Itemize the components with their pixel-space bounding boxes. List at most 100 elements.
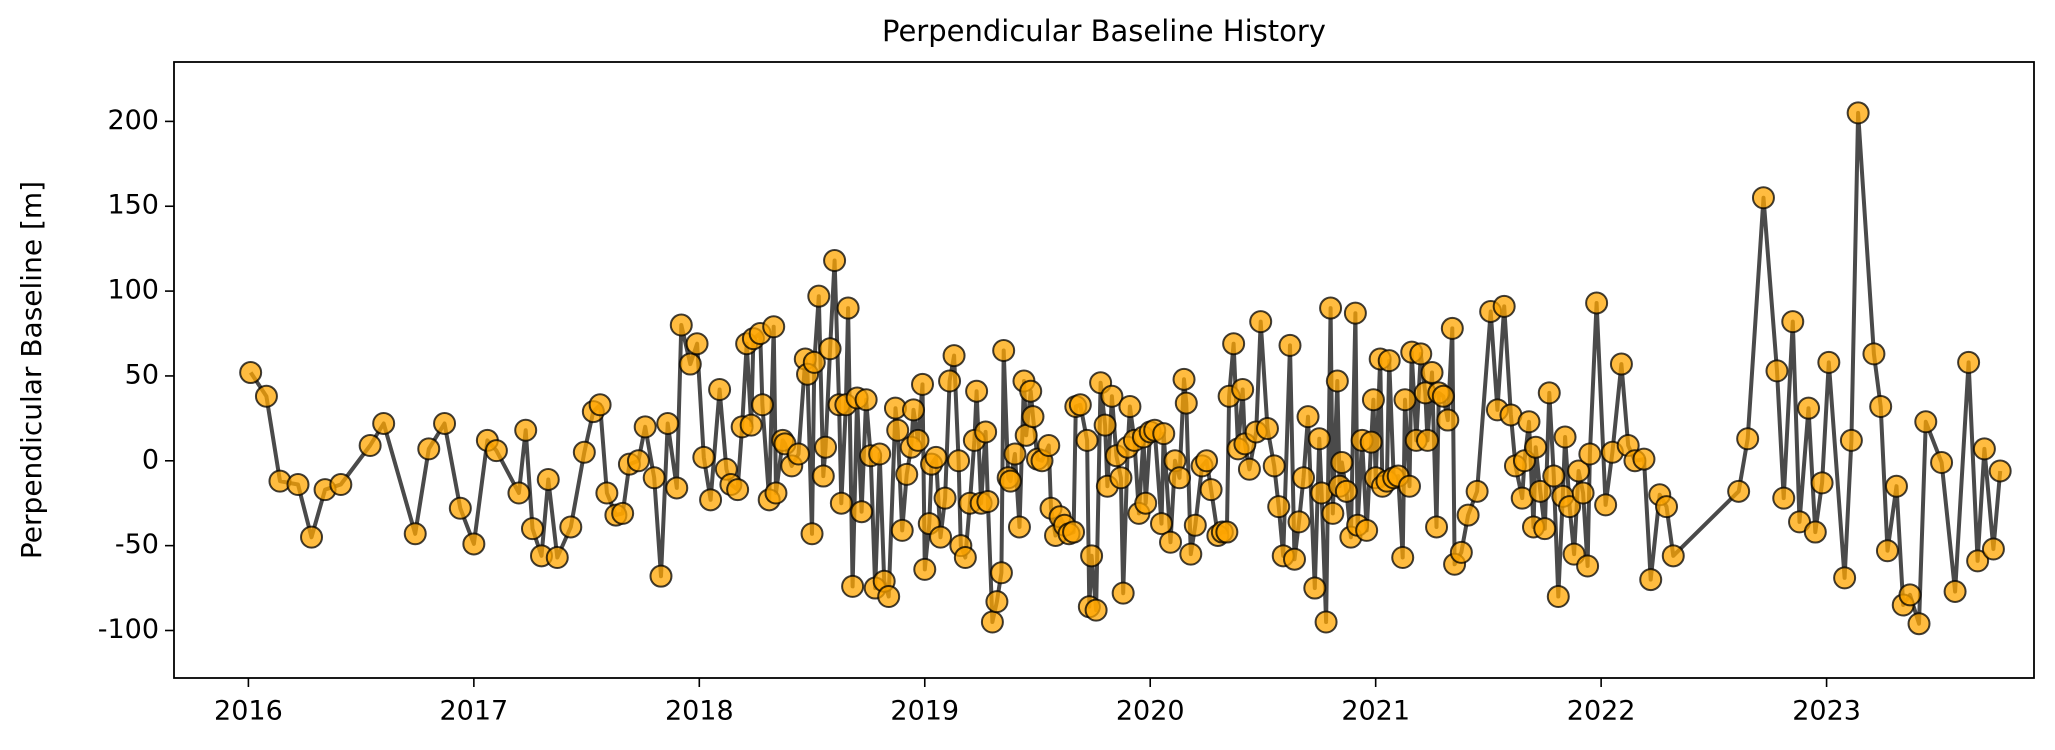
- point: [559, 515, 583, 539]
- point: [1287, 510, 1311, 534]
- y-tick-label: -50: [115, 529, 159, 560]
- point: [1183, 513, 1207, 537]
- point: [953, 546, 977, 570]
- point: [1080, 544, 1104, 568]
- point: [1765, 359, 1789, 383]
- point: [989, 561, 1013, 585]
- point: [1431, 384, 1455, 408]
- point: [642, 466, 666, 490]
- point: [1736, 427, 1760, 451]
- point: [1377, 349, 1401, 373]
- point: [1215, 520, 1239, 544]
- point: [1553, 425, 1577, 449]
- y-tick-label: 150: [107, 190, 159, 221]
- point: [1303, 576, 1327, 600]
- point: [1988, 459, 2012, 483]
- point: [1781, 310, 1805, 334]
- point: [1914, 410, 1938, 434]
- point: [708, 378, 732, 402]
- point: [1416, 428, 1440, 452]
- point: [1632, 447, 1656, 471]
- point: [1772, 486, 1796, 510]
- series: [239, 101, 2012, 636]
- point: [938, 369, 962, 393]
- point: [1255, 417, 1279, 441]
- point: [1359, 430, 1383, 454]
- point: [1943, 579, 1967, 603]
- point: [1797, 396, 1821, 420]
- point: [1321, 501, 1345, 525]
- point: [545, 546, 569, 570]
- x-tick-label: 2019: [890, 696, 959, 727]
- y-tick-label: 100: [107, 275, 159, 306]
- point: [1524, 435, 1548, 459]
- point: [462, 532, 486, 556]
- point: [841, 574, 865, 598]
- point: [947, 449, 971, 473]
- point: [836, 296, 860, 320]
- point: [1003, 442, 1027, 466]
- point: [433, 411, 457, 435]
- point: [520, 517, 544, 541]
- point: [1393, 388, 1417, 412]
- point: [1355, 518, 1379, 542]
- point: [906, 428, 930, 452]
- point: [1533, 517, 1557, 541]
- point: [484, 439, 508, 463]
- point: [1283, 547, 1307, 571]
- point: [933, 486, 957, 510]
- point: [1296, 405, 1320, 429]
- point: [1803, 520, 1827, 544]
- point: [1179, 542, 1203, 566]
- point: [976, 490, 1000, 514]
- point: [1517, 410, 1541, 434]
- point: [1846, 101, 1870, 125]
- point: [850, 500, 874, 524]
- point: [1585, 291, 1609, 315]
- point: [1249, 310, 1273, 334]
- point: [1075, 428, 1099, 452]
- x-tick-label: 2018: [665, 696, 734, 727]
- point: [358, 434, 382, 458]
- point: [998, 469, 1022, 493]
- point: [1397, 474, 1421, 498]
- point: [1019, 379, 1043, 403]
- point: [764, 481, 788, 505]
- point: [787, 442, 811, 466]
- point: [911, 372, 935, 396]
- point: [665, 476, 689, 500]
- point: [699, 488, 723, 512]
- point: [656, 411, 680, 435]
- point: [1174, 391, 1198, 415]
- x-tick-label: 2022: [1567, 696, 1636, 727]
- point: [1957, 350, 1981, 374]
- point: [572, 440, 596, 464]
- point: [1325, 369, 1349, 393]
- point: [1278, 333, 1302, 357]
- point: [692, 445, 716, 469]
- point: [802, 350, 826, 374]
- point: [1546, 585, 1570, 609]
- point: [685, 332, 709, 356]
- point: [924, 445, 948, 469]
- x-tick-label: 2017: [439, 696, 508, 727]
- point: [239, 361, 263, 385]
- point: [762, 315, 786, 339]
- point: [1425, 515, 1449, 539]
- point: [985, 590, 1009, 614]
- point: [1436, 408, 1460, 432]
- point: [1237, 457, 1261, 481]
- point: [1361, 388, 1385, 412]
- y-tick-label: -100: [98, 614, 159, 645]
- point: [329, 473, 353, 497]
- x-tick-label: 2020: [1116, 696, 1185, 727]
- point: [300, 525, 324, 549]
- point: [507, 481, 531, 505]
- point: [818, 337, 842, 361]
- point: [649, 564, 673, 588]
- y-axis-label: Perpendicular Baseline [m]: [15, 181, 48, 559]
- point: [1609, 352, 1633, 376]
- point: [588, 393, 612, 417]
- point: [726, 478, 750, 502]
